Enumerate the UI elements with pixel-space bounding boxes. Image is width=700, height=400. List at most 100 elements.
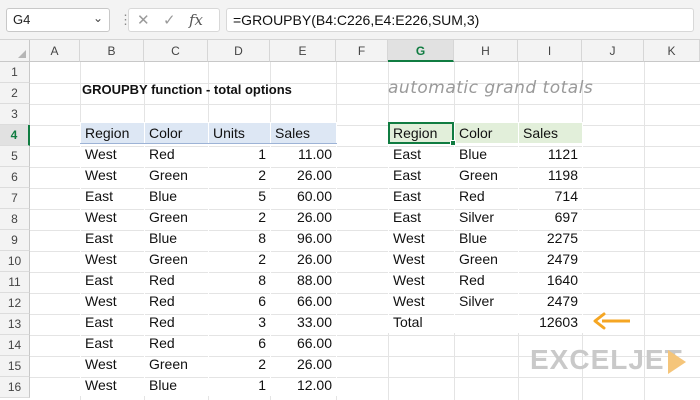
column-header-d[interactable]: D [208, 40, 270, 62]
cell[interactable]: West [80, 248, 145, 270]
cell[interactable]: 26.00 [270, 353, 337, 375]
cell[interactable]: West [80, 143, 145, 165]
cell[interactable]: East [388, 164, 455, 186]
header-cell[interactable]: Sales [270, 122, 337, 144]
cell[interactable]: Green [144, 164, 209, 186]
cell[interactable]: West [80, 290, 145, 312]
column-header-c[interactable]: C [144, 40, 208, 62]
fx-icon[interactable]: fx [189, 11, 204, 29]
cell[interactable]: Red [454, 269, 519, 291]
cell[interactable]: 3 [208, 311, 271, 333]
cell[interactable]: East [80, 269, 145, 291]
cell[interactable]: 66.00 [270, 290, 337, 312]
cell[interactable]: 12.00 [270, 374, 337, 396]
cell[interactable]: Red [144, 311, 209, 333]
cell[interactable]: East [388, 143, 455, 165]
cell[interactable]: 1121 [518, 143, 583, 165]
column-header-i[interactable]: I [518, 40, 582, 62]
cell[interactable]: Silver [454, 290, 519, 312]
cell[interactable]: 2 [208, 164, 271, 186]
cell[interactable]: West [388, 290, 455, 312]
row-header-8[interactable]: 8 [0, 209, 30, 230]
cell[interactable]: East [388, 206, 455, 228]
cell[interactable]: West [388, 248, 455, 270]
column-header-j[interactable]: J [582, 40, 644, 62]
column-header-a[interactable]: A [30, 40, 80, 62]
row-header-5[interactable]: 5 [0, 146, 30, 167]
cell[interactable]: 60.00 [270, 185, 337, 207]
close-icon[interactable]: ✕ [137, 12, 150, 29]
cell[interactable]: Green [454, 248, 519, 270]
column-header-e[interactable]: E [270, 40, 336, 62]
name-box[interactable]: G4 ⌄ [6, 8, 110, 32]
cell[interactable]: 6 [208, 290, 271, 312]
cell[interactable]: Red [454, 185, 519, 207]
cell[interactable]: Green [144, 353, 209, 375]
cell[interactable]: 26.00 [270, 206, 337, 228]
row-header-14[interactable]: 14 [0, 335, 30, 356]
cell[interactable]: 1 [208, 143, 271, 165]
cell[interactable]: West [388, 227, 455, 249]
cell[interactable]: 2 [208, 353, 271, 375]
row-header-11[interactable]: 11 [0, 272, 30, 293]
cell[interactable]: Green [144, 248, 209, 270]
cell[interactable]: West [388, 269, 455, 291]
chevron-down-icon[interactable]: ⌄ [92, 11, 103, 25]
cell[interactable]: West [80, 164, 145, 186]
row-header-3[interactable]: 3 [0, 104, 30, 125]
header-cell[interactable]: Region [80, 122, 145, 144]
row-header-2[interactable]: 2 [0, 83, 30, 104]
cell[interactable]: West [80, 374, 145, 396]
cell[interactable]: 2 [208, 206, 271, 228]
cell[interactable]: Blue [144, 185, 209, 207]
cell[interactable]: 96.00 [270, 227, 337, 249]
column-header-b[interactable]: B [80, 40, 144, 62]
cell[interactable]: West [80, 353, 145, 375]
cell[interactable]: East [80, 185, 145, 207]
column-header-h[interactable]: H [454, 40, 518, 62]
header-cell[interactable]: Sales [518, 122, 583, 144]
cell[interactable]: 1198 [518, 164, 583, 186]
column-header-k[interactable]: K [644, 40, 700, 62]
row-header-7[interactable]: 7 [0, 188, 30, 209]
cell[interactable]: East [388, 185, 455, 207]
cell[interactable]: Red [144, 332, 209, 354]
row-header-12[interactable]: 12 [0, 293, 30, 314]
cell[interactable]: East [80, 311, 145, 333]
cell[interactable]: 26.00 [270, 164, 337, 186]
cell[interactable]: 1640 [518, 269, 583, 291]
column-header-g[interactable]: G [388, 40, 454, 62]
row-header-10[interactable]: 10 [0, 251, 30, 272]
cell[interactable]: Blue [144, 227, 209, 249]
row-header-4[interactable]: 4 [0, 125, 30, 146]
column-header-f[interactable]: F [336, 40, 388, 62]
cell[interactable]: 8 [208, 227, 271, 249]
cell[interactable]: 2479 [518, 248, 583, 270]
cell[interactable]: East [80, 227, 145, 249]
check-icon[interactable]: ✓ [163, 12, 176, 29]
sheet-title[interactable]: GROUPBY function - total options [82, 82, 292, 97]
cell[interactable]: Blue [454, 143, 519, 165]
header-cell[interactable]: Color [144, 122, 209, 144]
cell[interactable]: Silver [454, 206, 519, 228]
header-cell[interactable]: Units [208, 122, 271, 144]
cell[interactable]: 2 [208, 248, 271, 270]
cell[interactable]: Green [144, 206, 209, 228]
cell[interactable]: Red [144, 269, 209, 291]
cell[interactable]: 26.00 [270, 248, 337, 270]
cell[interactable]: Red [144, 143, 209, 165]
cell[interactable]: 6 [208, 332, 271, 354]
row-header-15[interactable]: 15 [0, 356, 30, 377]
row-header-13[interactable]: 13 [0, 314, 30, 335]
formula-input[interactable]: =GROUPBY(B4:C226,E4:E226,SUM,3) [226, 8, 694, 32]
cell[interactable]: 88.00 [270, 269, 337, 291]
total-value-cell[interactable]: 12603 [518, 311, 583, 333]
cell[interactable]: 33.00 [270, 311, 337, 333]
cell[interactable]: 8 [208, 269, 271, 291]
header-cell[interactable]: Region [388, 122, 455, 144]
cell[interactable]: Blue [144, 374, 209, 396]
row-header-9[interactable]: 9 [0, 230, 30, 251]
cell[interactable]: Blue [454, 227, 519, 249]
cell[interactable]: 66.00 [270, 332, 337, 354]
select-all-button[interactable] [0, 40, 30, 62]
